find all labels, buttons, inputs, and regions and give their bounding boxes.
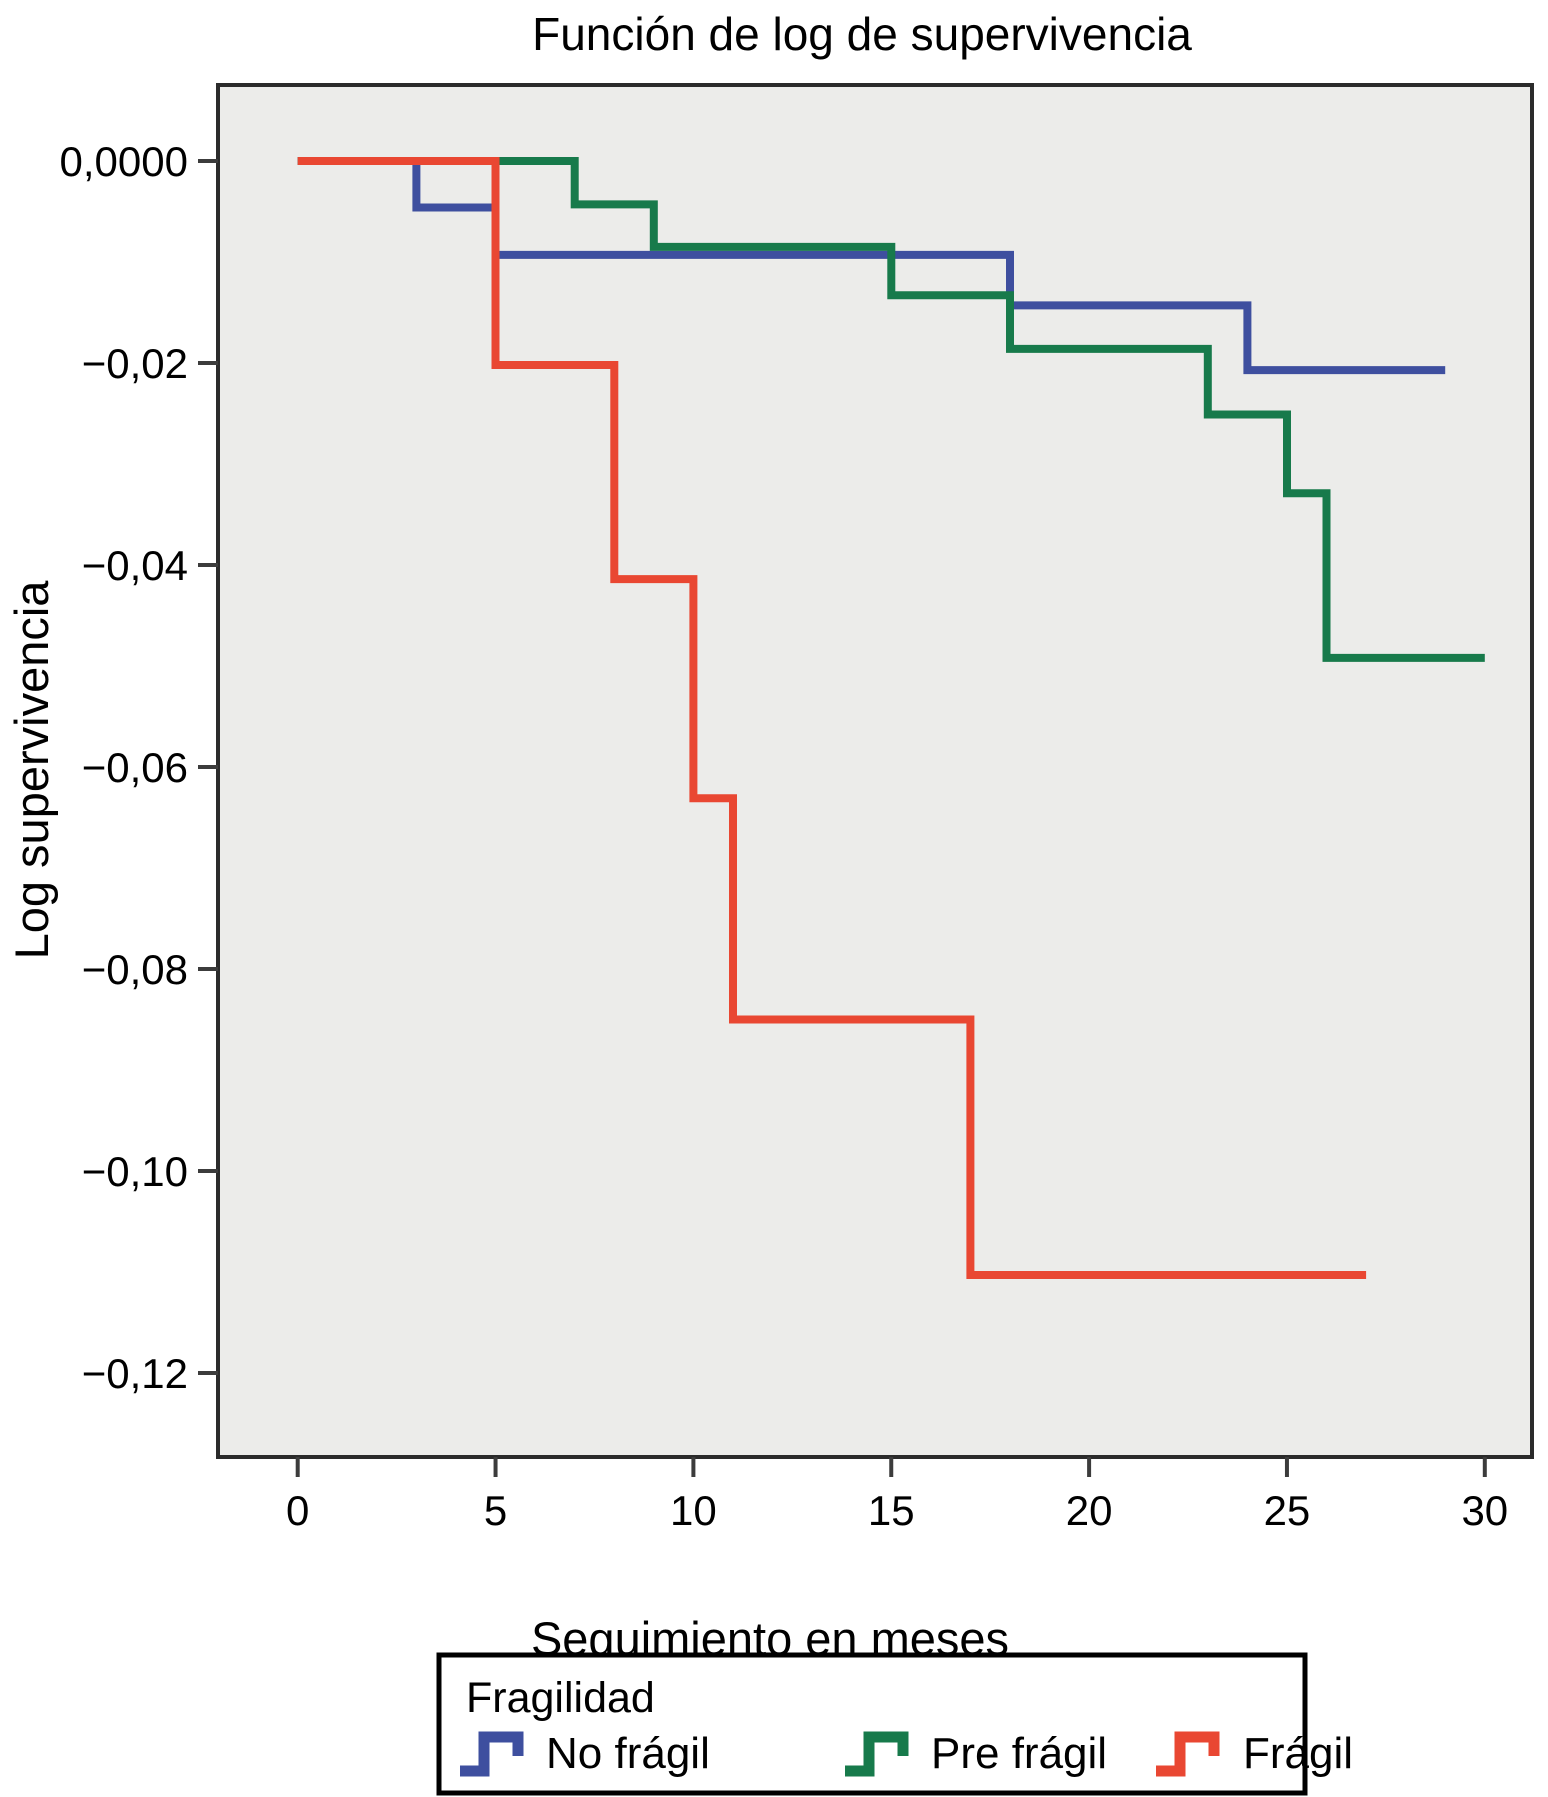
series-curve-1 bbox=[297, 157, 1485, 662]
y-tick-label: −0,12 bbox=[82, 1350, 188, 1397]
legend-title: Fragilidad bbox=[466, 1674, 655, 1722]
x-tick-label: 20 bbox=[1066, 1487, 1113, 1534]
step-marker-icon bbox=[845, 1731, 909, 1777]
y-tick-label: 0,0000 bbox=[60, 138, 188, 185]
x-axis: 0 5 10 15 20 25 30 bbox=[286, 1457, 1508, 1534]
y-axis-title: Log supervivencia bbox=[5, 580, 58, 960]
y-tick-label: −0,08 bbox=[82, 946, 188, 993]
x-tick-label: 30 bbox=[1461, 1487, 1508, 1534]
legend: Fragilidad No frágil Pre frágil Frágil bbox=[436, 1652, 1353, 1796]
y-axis: 0,0000 −0,02 −0,04 −0,06 −0,08 −0,10 −0,12 bbox=[60, 138, 218, 1397]
chart-title: Función de log de supervivencia bbox=[532, 8, 1192, 60]
x-tick-label: 15 bbox=[868, 1487, 915, 1534]
x-tick-label: 10 bbox=[670, 1487, 717, 1534]
legend-entry-pre-fragil: Pre frágil bbox=[845, 1729, 1107, 1778]
legend-entry-label: No frágil bbox=[546, 1729, 710, 1778]
y-tick-label: −0,10 bbox=[82, 1148, 188, 1195]
step-marker-icon bbox=[460, 1731, 524, 1777]
plot-area bbox=[216, 83, 1534, 1459]
y-tick-label: −0,02 bbox=[82, 340, 188, 387]
series-curve-2 bbox=[297, 157, 1367, 1279]
legend-entry-fragil: Frágil bbox=[1156, 1729, 1353, 1778]
y-tick-label: −0,06 bbox=[82, 744, 188, 791]
x-tick-label: 25 bbox=[1264, 1487, 1311, 1534]
series-curve-0 bbox=[297, 157, 1446, 375]
x-tick-label: 0 bbox=[286, 1487, 309, 1534]
legend-entry-label: Frágil bbox=[1243, 1729, 1353, 1778]
y-tick-label: −0,04 bbox=[82, 542, 188, 589]
x-tick-label: 5 bbox=[484, 1487, 507, 1534]
step-marker-icon bbox=[1156, 1731, 1220, 1777]
curves bbox=[297, 157, 1485, 1279]
legend-entry-label: Pre frágil bbox=[931, 1729, 1107, 1778]
legend-entry-no-fragil: No frágil bbox=[460, 1729, 710, 1778]
